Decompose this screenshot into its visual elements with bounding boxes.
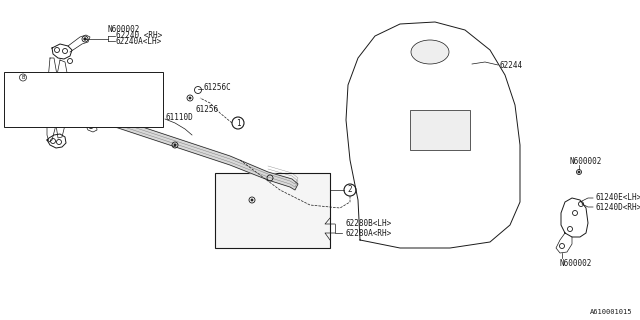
Bar: [4, 72, 163, 127]
Polygon shape: [88, 113, 298, 190]
Circle shape: [114, 97, 116, 99]
Text: N600002: N600002: [570, 157, 602, 166]
Text: <9405-      ): <9405- ): [100, 85, 152, 92]
Text: (B)010006160(4 ): (B)010006160(4 ): [20, 74, 84, 81]
Text: <9211-9705>: <9211-9705>: [100, 97, 144, 102]
Text: 1: 1: [236, 118, 240, 127]
Text: Q510047(  -9903): Q510047( -9903): [88, 84, 156, 90]
Circle shape: [174, 144, 176, 146]
Bar: [410, 110, 470, 150]
Text: 2: 2: [9, 108, 13, 114]
Text: B: B: [21, 75, 24, 80]
Polygon shape: [47, 58, 58, 142]
Ellipse shape: [411, 40, 449, 64]
Text: <9211-9705>: <9211-9705>: [100, 108, 144, 114]
Text: Q510015 (9904-  ): Q510015 (9904- ): [88, 77, 160, 83]
Text: 61256: 61256: [195, 106, 218, 115]
Text: 61240E<LH>: 61240E<LH>: [595, 194, 640, 203]
Text: 61066I<RH&LH>: 61066I<RH&LH>: [20, 118, 72, 124]
Text: N600002: N600002: [560, 259, 593, 268]
Text: M000165: M000165: [20, 85, 48, 92]
Text: 61110D: 61110D: [165, 113, 193, 122]
Bar: [215, 173, 330, 248]
Polygon shape: [68, 35, 90, 52]
Polygon shape: [52, 44, 72, 59]
Text: 62280B<LH>: 62280B<LH>: [345, 220, 391, 228]
Circle shape: [84, 38, 86, 40]
Text: 61066C<RH>: 61066C<RH>: [20, 97, 60, 102]
Text: A610001015: A610001015: [590, 309, 632, 315]
Text: 62240A<LH>: 62240A<LH>: [116, 36, 163, 45]
Polygon shape: [561, 198, 588, 237]
Polygon shape: [85, 120, 97, 132]
Text: 61256C: 61256C: [203, 83, 231, 92]
Text: 61240D<RH>: 61240D<RH>: [595, 203, 640, 212]
Text: <9211-9404>: <9211-9404>: [100, 75, 144, 81]
Text: N600002: N600002: [108, 111, 140, 121]
Text: 61066I<LH>: 61066I<LH>: [20, 108, 60, 114]
Circle shape: [251, 199, 253, 201]
Text: 62240 <RH>: 62240 <RH>: [116, 31, 163, 41]
Polygon shape: [556, 233, 572, 253]
Circle shape: [578, 171, 580, 173]
Text: 61067B: 61067B: [130, 93, 157, 102]
Text: <9706-      ): <9706- ): [100, 118, 152, 125]
Polygon shape: [47, 134, 66, 148]
Text: 1: 1: [9, 80, 13, 86]
Circle shape: [189, 97, 191, 99]
Text: 62280A<RH>: 62280A<RH>: [345, 228, 391, 237]
Text: 62244: 62244: [500, 60, 523, 69]
Text: 2: 2: [348, 186, 352, 195]
Text: N600002: N600002: [108, 26, 140, 35]
Polygon shape: [56, 60, 68, 138]
